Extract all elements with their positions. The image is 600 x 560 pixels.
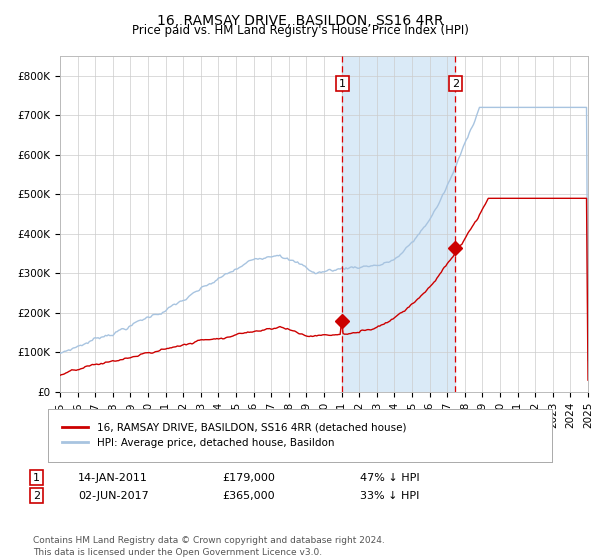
Legend: 16, RAMSAY DRIVE, BASILDON, SS16 4RR (detached house), HPI: Average price, detac: 16, RAMSAY DRIVE, BASILDON, SS16 4RR (de…: [58, 419, 410, 452]
Text: 02-JUN-2017: 02-JUN-2017: [78, 491, 149, 501]
Text: 1: 1: [339, 78, 346, 88]
Text: 14-JAN-2011: 14-JAN-2011: [78, 473, 148, 483]
Text: Contains HM Land Registry data © Crown copyright and database right 2024.
This d: Contains HM Land Registry data © Crown c…: [33, 536, 385, 557]
Text: 2: 2: [33, 491, 40, 501]
Text: 16, RAMSAY DRIVE, BASILDON, SS16 4RR: 16, RAMSAY DRIVE, BASILDON, SS16 4RR: [157, 14, 443, 28]
Text: 47% ↓ HPI: 47% ↓ HPI: [360, 473, 419, 483]
Bar: [343, 56, 455, 392]
Text: 2: 2: [452, 78, 459, 88]
Text: Price paid vs. HM Land Registry's House Price Index (HPI): Price paid vs. HM Land Registry's House …: [131, 24, 469, 37]
Text: £179,000: £179,000: [222, 473, 275, 483]
Text: 33% ↓ HPI: 33% ↓ HPI: [360, 491, 419, 501]
Text: £365,000: £365,000: [222, 491, 275, 501]
Text: 1: 1: [33, 473, 40, 483]
